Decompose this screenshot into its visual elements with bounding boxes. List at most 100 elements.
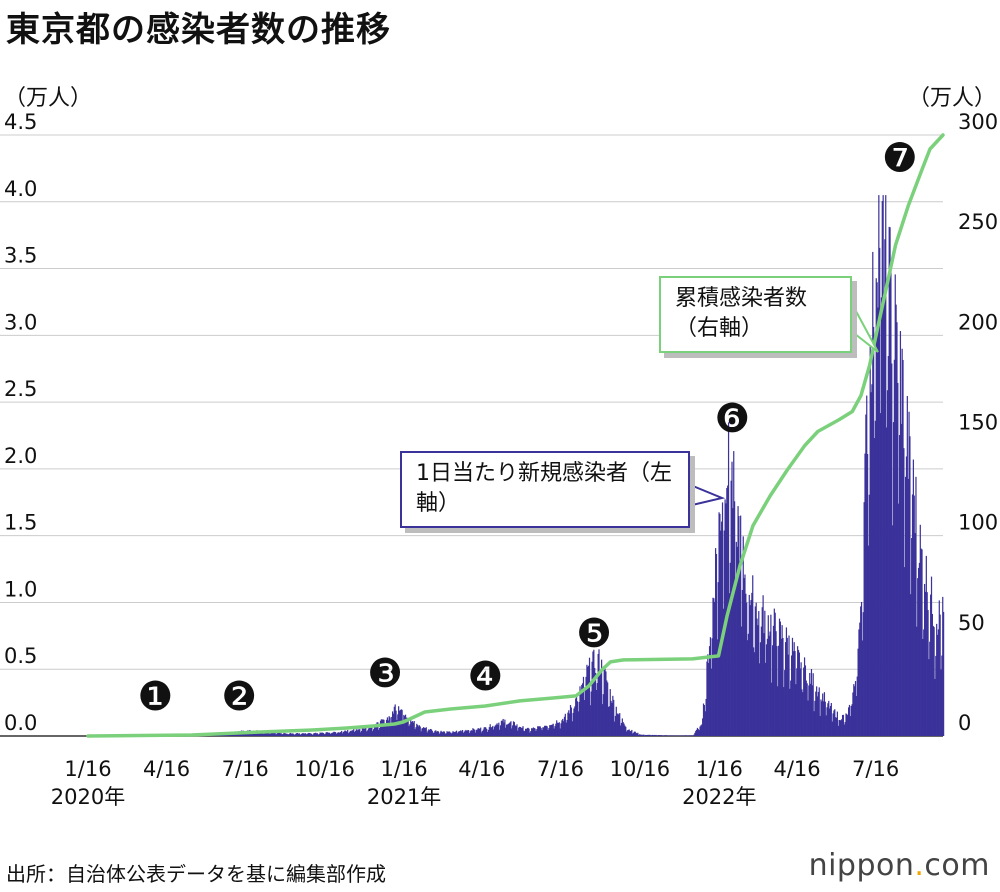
- daily-bar: [635, 732, 637, 736]
- daily-bar: [932, 625, 934, 736]
- daily-bar: [895, 304, 897, 736]
- daily-bar: [593, 649, 595, 736]
- daily-bar: [514, 725, 516, 736]
- daily-bar: [844, 722, 846, 736]
- daily-bar: [824, 701, 826, 736]
- daily-bar: [851, 704, 853, 736]
- daily-bar: [889, 227, 891, 736]
- daily-bar: [492, 725, 494, 736]
- daily-bar: [929, 641, 931, 736]
- daily-bar: [862, 612, 864, 736]
- daily-bar: [777, 686, 779, 736]
- daily-bar: [484, 727, 486, 736]
- daily-bar: [536, 729, 538, 736]
- daily-bar: [442, 732, 444, 736]
- daily-bar: [550, 725, 552, 736]
- daily-bar: [637, 732, 639, 736]
- daily-bar: [846, 714, 848, 736]
- daily-bar: [612, 695, 614, 736]
- daily-bar: [513, 722, 515, 736]
- daily-bar: [710, 668, 712, 736]
- daily-bar: [537, 726, 539, 736]
- daily-bar: [377, 722, 379, 736]
- daily-bar: [559, 728, 561, 736]
- daily-bar: [522, 726, 524, 736]
- daily-bar: [335, 733, 338, 736]
- daily-bar: [461, 731, 463, 736]
- year-label: 2022年: [682, 785, 756, 809]
- daily-bar: [350, 731, 352, 736]
- daily-bar: [657, 735, 659, 736]
- daily-bar: [414, 729, 416, 736]
- daily-bar: [913, 495, 915, 736]
- daily-bar: [799, 668, 801, 736]
- daily-bar: [478, 728, 480, 736]
- logo-suffix: com: [924, 848, 990, 883]
- daily-bar: [902, 359, 904, 736]
- daily-bar: [749, 605, 751, 736]
- daily-bar: [404, 716, 406, 736]
- daily-bar: [472, 728, 474, 736]
- daily-bar: [729, 562, 731, 736]
- x-tick-label: 7/16: [537, 757, 584, 781]
- daily-bar: [553, 728, 555, 736]
- daily-bar: [694, 732, 696, 736]
- daily-bar: [297, 733, 300, 736]
- daily-bar: [233, 733, 235, 736]
- daily-bar: [425, 727, 427, 736]
- daily-bar: [658, 735, 661, 736]
- daily-bar: [433, 732, 435, 736]
- daily-bar: [580, 692, 582, 736]
- daily-bar: [714, 601, 716, 736]
- daily-bar: [906, 395, 908, 736]
- daily-bar: [836, 711, 838, 736]
- daily-bar: [936, 634, 939, 736]
- daily-bar: [863, 502, 865, 736]
- daily-bar: [626, 731, 628, 736]
- daily-bar: [343, 731, 345, 736]
- daily-bar: [924, 591, 927, 736]
- daily-bar: [506, 724, 508, 736]
- daily-bar: [860, 601, 863, 736]
- daily-bar: [615, 706, 617, 736]
- daily-bar: [284, 733, 287, 736]
- daily-bar: [919, 524, 921, 736]
- daily-bar: [365, 727, 367, 736]
- daily-bar: [518, 726, 521, 736]
- daily-bar: [340, 731, 342, 736]
- daily-bar: [486, 729, 488, 736]
- daily-bar: [436, 731, 438, 736]
- daily-bar: [801, 689, 803, 736]
- daily-bar: [745, 593, 747, 736]
- daily-bar: [817, 691, 819, 736]
- daily-bar: [443, 731, 446, 736]
- chart-title: 東京都の感染者数の推移: [6, 10, 391, 50]
- daily-bar: [547, 730, 549, 736]
- daily-bar: [496, 723, 498, 736]
- daily-bar: [596, 683, 598, 736]
- daily-bar: [451, 732, 453, 736]
- daily-bar: [859, 622, 861, 736]
- daily-bar: [797, 646, 799, 736]
- daily-bar: [883, 298, 885, 736]
- daily-bar: [475, 729, 477, 736]
- daily-bar: [720, 530, 722, 736]
- daily-bar: [560, 723, 562, 736]
- daily-bar: [930, 576, 933, 736]
- daily-bar: [873, 326, 875, 736]
- daily-bar: [527, 727, 529, 736]
- left-tick-label: 3.5: [4, 244, 37, 268]
- daily-bar: [941, 655, 943, 736]
- daily-bar: [789, 688, 791, 736]
- daily-bar: [532, 727, 534, 736]
- daily-bar: [452, 731, 454, 736]
- daily-bar: [381, 719, 383, 736]
- daily-bar: [828, 700, 830, 736]
- daily-bar: [322, 733, 325, 736]
- daily-bar: [283, 733, 285, 736]
- daily-bar: [266, 731, 268, 736]
- daily-bar: [383, 719, 385, 736]
- daily-bar: [265, 731, 267, 736]
- daily-bar: [760, 626, 762, 736]
- daily-bar: [335, 732, 337, 736]
